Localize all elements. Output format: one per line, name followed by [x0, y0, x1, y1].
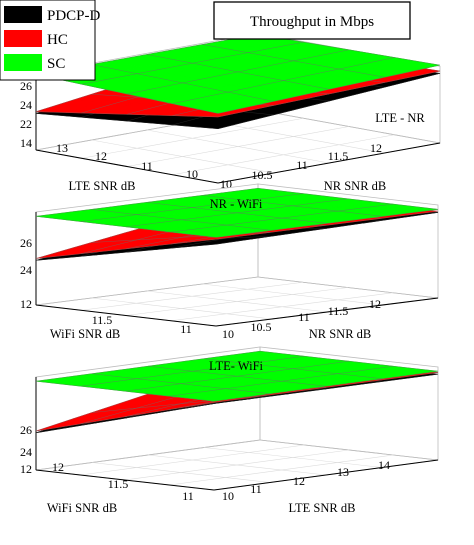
mesh-line — [202, 44, 385, 78]
z-tick-label: 14 — [20, 136, 32, 150]
x-axis-label: WiFi SNR dB — [50, 327, 120, 341]
z-tick-label: 24 — [20, 98, 32, 112]
y-tick-label: 10 — [222, 489, 234, 503]
mesh-line — [215, 209, 439, 238]
mesh-line — [146, 202, 328, 224]
y-axis-line — [215, 297, 439, 327]
chart-panel-lte-wifi: LTE- WiFi 12 24 26 12 11.5 11 10 11 12 13 14 WiFi SN… — [20, 346, 439, 515]
panel-title: LTE- WiFi — [209, 359, 264, 373]
mesh-line — [215, 212, 439, 245]
surface-sc — [35, 350, 439, 402]
y-tick-label: 12 — [293, 474, 305, 488]
mesh-line — [217, 64, 441, 114]
legend-swatch-pdcp-d — [4, 6, 42, 23]
z-tick-label: 24 — [20, 263, 32, 277]
z-tick-label: 26 — [20, 236, 32, 250]
floor-gridline — [146, 129, 330, 164]
mesh-line — [217, 70, 441, 118]
y-tick-label: 10.5 — [251, 320, 272, 334]
y-axis-line — [217, 142, 441, 184]
mesh-line — [213, 372, 439, 403]
figure-title: Throughput in Mbps — [250, 14, 374, 30]
x-tick-label: 11 — [141, 159, 153, 173]
y-tick-label: 11.5 — [328, 304, 349, 318]
floor-gridline — [169, 454, 394, 486]
z-tick-label: 22 — [20, 117, 32, 131]
y-tick-label: 14 — [378, 458, 390, 472]
legend-label-hc: HC — [47, 32, 68, 48]
x-tick-label: 13 — [56, 141, 68, 155]
legend-swatch-hc — [4, 30, 42, 47]
y-tick-label: 11 — [298, 310, 310, 324]
y-axis-line — [213, 459, 439, 491]
x-axis-label: WiFi SNR dB — [47, 501, 117, 515]
figure-title-box: Throughput in Mbps — [213, 1, 411, 40]
x-tick-label: 11.5 — [92, 313, 113, 327]
floor-gridline — [202, 283, 383, 306]
mesh-line — [259, 350, 439, 372]
mesh-line — [213, 373, 439, 404]
floor-gridline — [202, 119, 385, 154]
y-axis-label: NR SNR dB — [324, 179, 387, 193]
z-tick-label: 12 — [20, 297, 32, 311]
x-axis-line — [35, 149, 219, 184]
y-tick-label: 11 — [250, 482, 262, 496]
z-tick-label: 12 — [20, 462, 32, 476]
mesh-line — [169, 365, 394, 397]
floor-gridline — [170, 292, 394, 322]
mesh-line — [215, 210, 439, 240]
floor-gridline — [172, 134, 395, 176]
y-axis-label: NR SNR dB — [309, 327, 372, 341]
legend-swatch-sc — [4, 54, 42, 71]
mesh-line — [257, 188, 439, 210]
y-tick-label: 11 — [296, 158, 308, 172]
mesh-line — [203, 358, 383, 379]
x-axis-label: LTE SNR dB — [69, 179, 136, 193]
mesh-line — [170, 203, 394, 233]
x-axis-line — [35, 304, 217, 327]
y-axis-label: LTE SNR dB — [289, 501, 356, 515]
floor-gridline — [203, 447, 383, 468]
panel-title: LTE - NR — [375, 111, 425, 125]
z-tick-label: 24 — [20, 445, 32, 459]
x-tick-label: 11 — [180, 322, 192, 336]
mesh-line — [217, 73, 441, 129]
legend: PDCP-D HC SC — [0, 0, 101, 81]
panel-title: NR - WiFi — [210, 197, 263, 211]
mesh-line — [202, 195, 383, 217]
floor-gridline — [146, 290, 328, 313]
mesh-line — [213, 370, 439, 402]
legend-label-sc: SC — [47, 56, 65, 72]
x-tick-label: 11 — [182, 489, 194, 503]
x-tick-label: 12 — [95, 149, 107, 163]
mesh-line — [172, 57, 395, 104]
z-tick-label: 26 — [20, 79, 32, 93]
x-axis-line — [35, 469, 215, 491]
surface-sc — [35, 188, 439, 238]
y-tick-label: 12 — [369, 297, 381, 311]
y-tick-label: 10 — [222, 327, 234, 341]
y-tick-label: 10.5 — [252, 168, 273, 182]
x-tick-label: 11.5 — [108, 477, 129, 491]
x-tick-label: 10 — [186, 167, 198, 181]
y-tick-label: 13 — [337, 465, 349, 479]
legend-label-pdcp-d: PDCP-D — [47, 8, 101, 24]
x-tick-label: 12 — [52, 460, 64, 474]
mesh-line — [147, 365, 327, 387]
mesh-line — [146, 54, 330, 90]
z-tick-label: 26 — [20, 423, 32, 437]
y-tick-label: 11.5 — [328, 149, 349, 163]
y-tick-label: 12 — [370, 141, 382, 155]
chart-panel-nr-wifi: NR - WiFi 12 24 26 11.5 11 10 10.5 11 11.5 12 WiFi … — [20, 183, 439, 341]
floor-gridline — [147, 454, 327, 476]
